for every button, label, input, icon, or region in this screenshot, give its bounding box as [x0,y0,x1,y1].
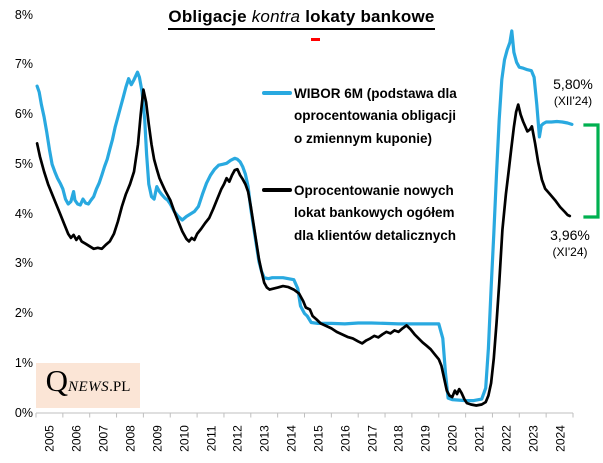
x-axis-label: 2019 [418,425,433,452]
x-axis-label: 2005 [42,425,57,452]
x-axis-label: 2015 [311,425,326,452]
legend-deposits-line1: Oprocentowanie nowych [294,183,454,198]
x-axis-label: 2012 [230,425,245,452]
annotation-deposits-period: (XI'24) [552,245,588,259]
qnews-logo-pl: .PL [109,379,131,395]
chart-title-part2-italic: kontra [251,7,301,26]
series-line-wibor [35,29,574,403]
legend-deposits-line2: lokat bankowych ogółem [294,205,455,221]
legend-label-wibor: WIBOR 6M (podstawa dla oprocentowania ob… [294,83,457,150]
y-axis-label: 7% [14,57,33,72]
annotation-wibor-value: 5,80% [553,76,593,92]
qnews-logo-q: Q [45,363,68,398]
chart-title-part1: Obligacje [168,7,247,26]
x-axis-label: 2013 [257,425,272,452]
qnews-logo: Q NEWS .PL [36,363,140,408]
y-axis-label: 5% [14,156,33,171]
annotation-wibor-period: (XII'24) [553,94,593,108]
x-axis-label: 2014 [284,425,299,452]
legend-deposits-line3: dla klientów detalicznych [294,227,457,243]
x-axis-label: 2021 [472,425,487,452]
x-axis-label: 2017 [365,425,380,452]
y-axis-label: 1% [14,355,33,370]
x-axis-label: 2023 [526,425,541,452]
x-axis-label: 2022 [499,425,514,452]
spellcheck-red-underline [311,38,320,41]
qnews-logo-news: NEWS [67,379,110,395]
annotation-deposits-value: 3,96% [550,227,590,243]
x-axis-label: 2024 [553,425,568,452]
chart-title: Obligacje kontra lokaty bankowe [0,7,603,30]
y-axis-label: 0% [14,405,33,420]
y-axis-label: 8% [14,7,33,22]
legend-line-wibor [262,91,292,95]
legend-line-deposits [262,188,292,192]
y-axis-label: 4% [14,206,33,221]
x-axis-label: 2006 [69,425,84,452]
x-axis-label: 2018 [391,425,406,452]
x-axis-label: 2011 [204,425,219,452]
annotation-wibor-latest: 5,80% (XII'24) [542,75,603,109]
y-axis-label: 2% [14,306,33,320]
series-line-deposits [35,88,572,407]
range-bracket [583,123,600,219]
legend-label-deposits: Oprocentowanie nowych lokat bankowych og… [294,180,456,247]
annotation-deposits-latest: 3,96% (XI'24) [539,226,601,260]
x-axis-label: 2008 [123,425,138,452]
chart-title-part3: lokaty bankowe [305,7,435,26]
x-axis-label: 2009 [150,425,165,452]
x-axis-label: 2016 [338,425,353,452]
x-axis-label: 2010 [177,425,192,452]
y-axis-label: 3% [14,256,33,271]
legend-wibor-line2: oprocentowania obligacji [294,108,457,124]
x-axis-label: 2020 [445,425,460,452]
legend-wibor-line3: o zmiennym kuponie) [294,130,433,146]
y-axis-label: 6% [14,107,33,121]
x-axis-label: 2007 [96,425,111,452]
legend-wibor-line1: WIBOR 6M (podstawa dla [294,86,457,101]
